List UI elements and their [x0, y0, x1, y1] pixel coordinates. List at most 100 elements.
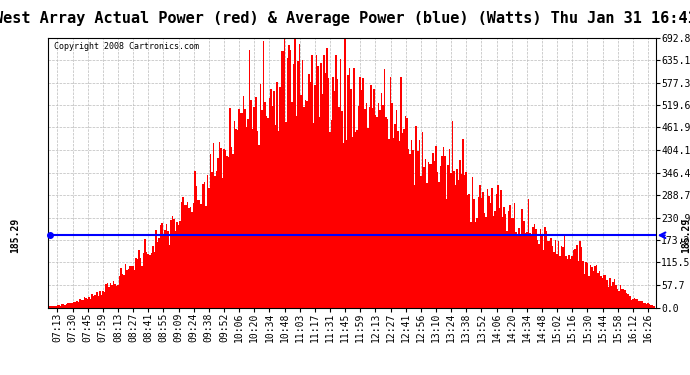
Bar: [178, 225, 179, 308]
Bar: [58, 305, 59, 308]
Bar: [95, 296, 96, 307]
Bar: [423, 167, 424, 308]
Bar: [112, 281, 114, 308]
Bar: [406, 118, 408, 308]
Bar: [140, 258, 141, 307]
Bar: [295, 38, 296, 308]
Bar: [166, 224, 167, 308]
Bar: [552, 246, 553, 308]
Bar: [273, 91, 275, 308]
Bar: [277, 131, 279, 308]
Bar: [431, 164, 432, 308]
Bar: [524, 233, 526, 308]
Bar: [158, 238, 159, 308]
Bar: [511, 217, 513, 308]
Bar: [75, 302, 77, 307]
Bar: [131, 266, 132, 308]
Bar: [532, 226, 533, 308]
Bar: [276, 82, 277, 308]
Bar: [238, 109, 240, 307]
Bar: [435, 146, 437, 308]
Bar: [535, 229, 537, 308]
Bar: [537, 240, 538, 308]
Bar: [644, 303, 646, 307]
Bar: [317, 66, 319, 308]
Bar: [565, 256, 567, 308]
Bar: [618, 291, 620, 308]
Bar: [199, 200, 201, 308]
Bar: [59, 306, 61, 308]
Bar: [388, 139, 390, 308]
Bar: [569, 255, 570, 308]
Bar: [594, 266, 595, 308]
Bar: [255, 97, 257, 308]
Bar: [306, 101, 308, 308]
Bar: [522, 209, 523, 308]
Bar: [603, 275, 604, 308]
Bar: [128, 268, 129, 308]
Bar: [55, 306, 57, 308]
Bar: [400, 76, 402, 308]
Bar: [382, 105, 384, 308]
Bar: [237, 130, 238, 308]
Bar: [249, 50, 250, 308]
Bar: [106, 282, 108, 308]
Bar: [514, 203, 515, 308]
Bar: [561, 246, 562, 308]
Bar: [143, 253, 144, 308]
Bar: [121, 274, 124, 308]
Bar: [623, 290, 624, 308]
Bar: [92, 294, 93, 307]
Bar: [444, 156, 446, 308]
Bar: [373, 89, 375, 308]
Bar: [391, 103, 393, 308]
Bar: [346, 140, 347, 308]
Bar: [575, 249, 576, 308]
Bar: [290, 50, 291, 308]
Bar: [90, 299, 92, 307]
Bar: [573, 251, 575, 308]
Bar: [358, 106, 359, 308]
Bar: [139, 250, 140, 308]
Bar: [141, 266, 143, 308]
Bar: [570, 259, 571, 308]
Bar: [63, 304, 64, 307]
Bar: [217, 158, 219, 308]
Bar: [635, 299, 637, 307]
Bar: [600, 276, 602, 308]
Bar: [415, 126, 417, 308]
Bar: [642, 303, 644, 307]
Bar: [197, 200, 199, 308]
Bar: [475, 222, 476, 308]
Bar: [220, 148, 221, 308]
Bar: [84, 297, 86, 307]
Bar: [257, 131, 258, 308]
Bar: [562, 248, 564, 308]
Bar: [447, 165, 448, 308]
Bar: [546, 231, 547, 308]
Bar: [376, 117, 377, 308]
Bar: [490, 203, 491, 308]
Bar: [481, 198, 482, 308]
Bar: [632, 298, 633, 307]
Bar: [116, 286, 117, 308]
Bar: [417, 151, 419, 308]
Bar: [73, 302, 75, 307]
Bar: [250, 100, 252, 308]
Bar: [186, 205, 187, 308]
Bar: [396, 110, 397, 308]
Bar: [614, 279, 615, 308]
Bar: [201, 204, 202, 308]
Bar: [598, 273, 599, 308]
Bar: [157, 242, 158, 308]
Bar: [266, 116, 267, 308]
Bar: [608, 286, 609, 308]
Bar: [505, 214, 506, 308]
Bar: [420, 176, 422, 308]
Bar: [228, 158, 229, 308]
Bar: [484, 213, 485, 308]
Bar: [385, 117, 386, 308]
Bar: [517, 236, 518, 308]
Bar: [214, 177, 215, 308]
Bar: [170, 220, 172, 308]
